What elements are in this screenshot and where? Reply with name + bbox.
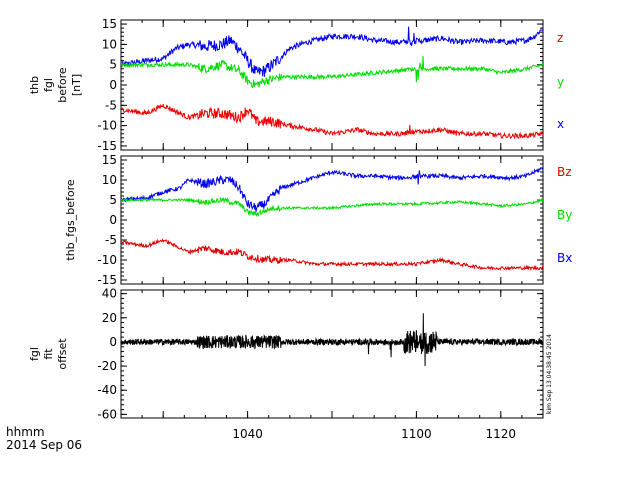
legend-label-x: x [557,117,564,131]
legend-label-Bx: Bx [557,251,572,265]
panel-y-label: fgl [42,78,55,92]
panel-y-label: thb_fgs_before [64,179,77,260]
legend-label-Bz: Bz [557,165,572,179]
legend-label-y: y [557,75,564,89]
panel-2-plot: -15 -10 -5 0 5 10 15 thb_fgs_before Bz By Bx [64,153,572,287]
y-tick-label: -20 [97,359,117,373]
y-tick-label: 0 [109,78,117,92]
y-tick-label: -40 [97,383,117,397]
panel-y-label: before [56,67,69,103]
x-tick-label: 1120 [486,427,517,441]
y-tick-label: -5 [105,98,117,112]
footer-line-2: 2014 Sep 06 [6,438,82,452]
time-stamp: kim Sep 13 04:38:45 2014 [546,334,553,414]
x-tick-labels: 1040 1100 1120 [232,427,516,441]
x-tick-label: 1040 [232,427,263,441]
y-tick-label: -15 [97,273,117,287]
series-line-Bz [121,166,543,212]
y-tick-label: 10 [102,37,117,51]
y-tick-label: 10 [102,173,117,187]
series-line-x [121,103,543,140]
y-tick-label: 0 [109,335,117,349]
y-tick-label: -60 [97,407,117,421]
y-tick-label: -5 [105,233,117,247]
y-tick-label: 0 [109,213,117,227]
y-tick-label: 5 [109,58,117,72]
legend-label-z: z [557,31,563,45]
legend-label-By: By [557,208,572,222]
panel-y-label: thb [28,76,41,94]
series-line-z [121,26,543,77]
y-tick-label: 15 [102,153,117,167]
panel-y-label: [nT] [70,74,83,96]
y-tick-label: 20 [102,311,117,325]
series-line-y [121,55,543,89]
series-line-Bx [121,238,543,272]
panel-frame [120,155,544,285]
y-tick-label: -10 [97,253,117,267]
y-tick-label: 40 [102,287,117,301]
panel-y-label: offset [56,338,69,370]
panel-1-plot: -15 -10 -5 0 5 10 15 thb fgl before [nT] z y x [28,17,564,153]
panel-3-plot: -60 -40 -20 0 20 40 fgl fit offset [28,287,544,421]
y-tick-label: 15 [102,17,117,31]
series-line [121,313,543,367]
y-tick-label: -15 [97,139,117,153]
y-tick-label: -10 [97,119,117,133]
series-line-By [121,197,543,217]
footer-line-1: hhmm [6,425,45,439]
x-tick-label: 1100 [401,427,432,441]
panel-frame [120,289,544,419]
panel-y-label: fgl [28,347,41,361]
y-tick-label: 5 [109,193,117,207]
panel-y-label: fit [42,348,55,360]
